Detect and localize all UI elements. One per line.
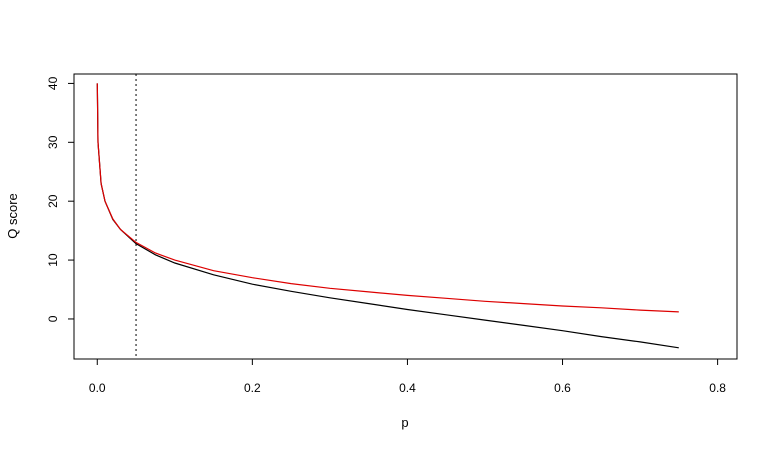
y-tick-label: 0 <box>46 315 60 322</box>
series-layer <box>96 74 679 359</box>
y-tick-label: 10 <box>46 253 60 267</box>
x-axis: 0.0 0.2 0.4 0.6 0.8 <box>89 359 726 395</box>
y-axis: 0 10 20 30 40 <box>46 76 74 322</box>
series-line-1 <box>96 83 679 349</box>
y-tick-label: 40 <box>46 76 60 90</box>
x-axis-label: p <box>401 415 408 430</box>
y-tick-label: 30 <box>46 135 60 149</box>
y-axis-label: Q score <box>5 193 20 239</box>
x-tick-label: 0.0 <box>89 381 106 395</box>
x-tick-label: 0.8 <box>709 381 726 395</box>
series-line-2 <box>96 83 679 313</box>
y-tick-label: 20 <box>46 194 60 208</box>
x-tick-label: 0.4 <box>399 381 416 395</box>
x-tick-label: 0.2 <box>244 381 261 395</box>
plot-box <box>73 73 738 360</box>
x-tick-label: 0.6 <box>554 381 571 395</box>
